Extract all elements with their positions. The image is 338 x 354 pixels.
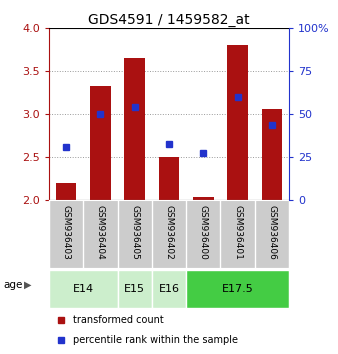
Bar <box>186 270 289 308</box>
Bar <box>49 270 118 308</box>
Bar <box>159 157 179 200</box>
Bar <box>56 183 76 200</box>
Text: GSM936402: GSM936402 <box>165 205 173 260</box>
Text: GSM936406: GSM936406 <box>267 205 276 260</box>
Bar <box>193 197 214 200</box>
Text: GSM936403: GSM936403 <box>62 205 71 260</box>
Bar <box>227 45 248 200</box>
Text: GSM936405: GSM936405 <box>130 205 139 260</box>
Bar <box>262 109 282 200</box>
Text: transformed count: transformed count <box>73 315 164 325</box>
Text: E17.5: E17.5 <box>222 284 254 294</box>
Bar <box>118 270 152 308</box>
Text: GSM936401: GSM936401 <box>233 205 242 260</box>
Title: GDS4591 / 1459582_at: GDS4591 / 1459582_at <box>88 13 250 27</box>
Text: E14: E14 <box>73 284 94 294</box>
Text: ▶: ▶ <box>24 280 32 290</box>
Text: GSM936404: GSM936404 <box>96 205 105 260</box>
Bar <box>124 58 145 200</box>
Bar <box>152 270 186 308</box>
Text: GSM936400: GSM936400 <box>199 205 208 260</box>
Text: E15: E15 <box>124 284 145 294</box>
Text: percentile rank within the sample: percentile rank within the sample <box>73 335 238 345</box>
Bar <box>90 86 111 200</box>
Text: E16: E16 <box>159 284 179 294</box>
Text: age: age <box>3 280 23 290</box>
